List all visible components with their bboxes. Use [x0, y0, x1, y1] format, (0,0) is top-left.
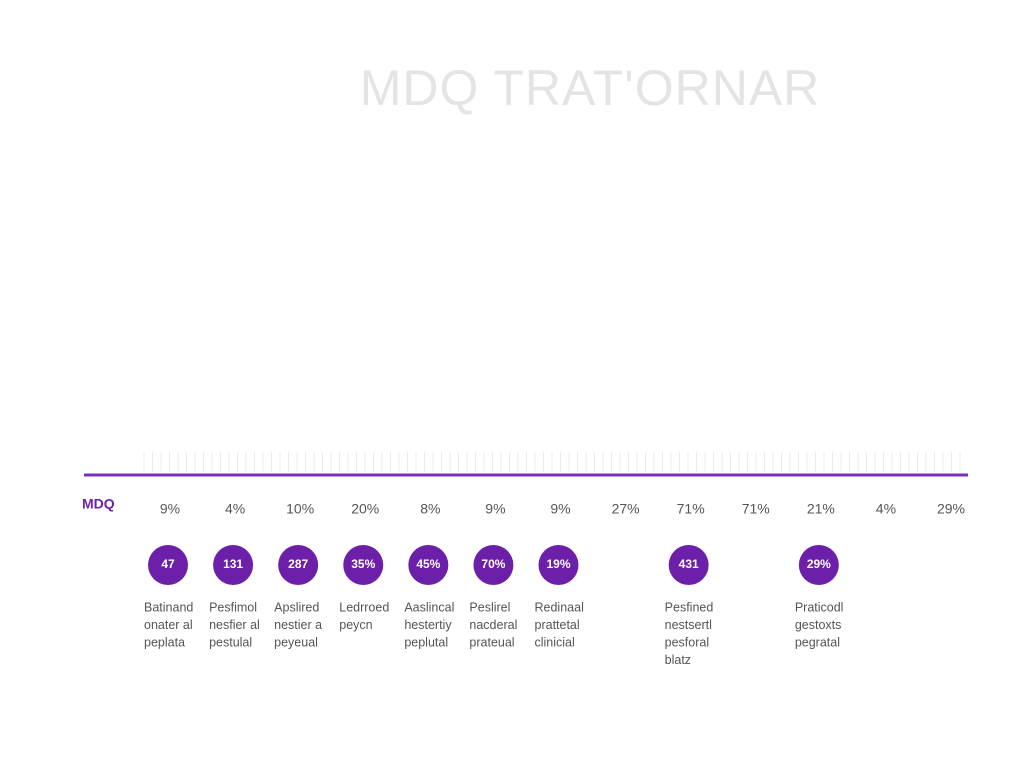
description-line: nestier a — [274, 618, 322, 632]
percent: 4% — [876, 501, 896, 517]
badge-label: 287 — [288, 557, 308, 571]
description-line: prateual — [469, 635, 514, 649]
badge — [148, 545, 188, 585]
percent: 9% — [160, 501, 180, 517]
row-label: MDQ — [82, 496, 115, 512]
description-line: Praticodl — [795, 600, 844, 614]
description-line: Pesfined — [665, 600, 714, 614]
description-line: Aaslincal — [404, 600, 454, 614]
description-line: hestertiy — [404, 618, 452, 632]
description-line: peplutal — [404, 635, 448, 649]
description-line: Redinaal — [535, 600, 584, 614]
description-line: Apslired — [274, 600, 319, 614]
title: MDQ TRAT'ORNAR — [360, 60, 821, 116]
description-line: prattetal — [535, 618, 580, 632]
description-line: peplata — [144, 635, 185, 649]
badge-label: 131 — [223, 557, 243, 571]
badge-label: 35% — [351, 557, 375, 571]
badge-label: 70% — [481, 557, 505, 571]
badge-label: 47 — [161, 557, 175, 571]
badge-label: 19% — [546, 557, 570, 571]
badge-label: 431 — [679, 557, 699, 571]
percent: 21% — [807, 501, 835, 517]
percent: 27% — [612, 501, 640, 517]
description-line: pegratal — [795, 635, 840, 649]
percent: 71% — [742, 501, 770, 517]
badge — [798, 545, 839, 585]
description-line: peyeual — [274, 635, 318, 649]
percent: 20% — [351, 501, 379, 517]
description-line: nestsertl — [665, 618, 712, 632]
badge — [538, 545, 579, 585]
description-line: nesfier al — [209, 618, 260, 632]
percent: 10% — [286, 501, 314, 517]
description-line: peycn — [339, 618, 372, 632]
badge — [278, 545, 319, 585]
description-line: Batinand — [144, 600, 193, 614]
badge — [668, 545, 709, 585]
badge — [213, 545, 254, 585]
description-line: gestoxts — [795, 618, 842, 632]
description-line: Peslirel — [469, 600, 510, 614]
description-line: nacderal — [469, 618, 517, 632]
percent: 4% — [225, 501, 245, 517]
badge — [408, 545, 449, 585]
percent: 71% — [677, 501, 705, 517]
decorative-ticks — [143, 452, 961, 472]
badge — [473, 545, 514, 585]
percent: 9% — [550, 501, 570, 517]
description-line: pestulal — [209, 635, 252, 649]
description-line: clinicial — [535, 635, 575, 649]
percent: 9% — [485, 501, 505, 517]
badge-label: 45% — [416, 557, 440, 571]
description-line: Ledrroed — [339, 600, 389, 614]
percent: 8% — [420, 501, 440, 517]
description-line: onater al — [144, 618, 193, 632]
badge-label: 29% — [807, 557, 831, 571]
description-line: pesforal — [665, 635, 709, 649]
description-line: Pesfimol — [209, 600, 257, 614]
description-line: blatz — [665, 653, 691, 667]
badge — [343, 545, 384, 585]
percent: 29% — [937, 501, 965, 517]
